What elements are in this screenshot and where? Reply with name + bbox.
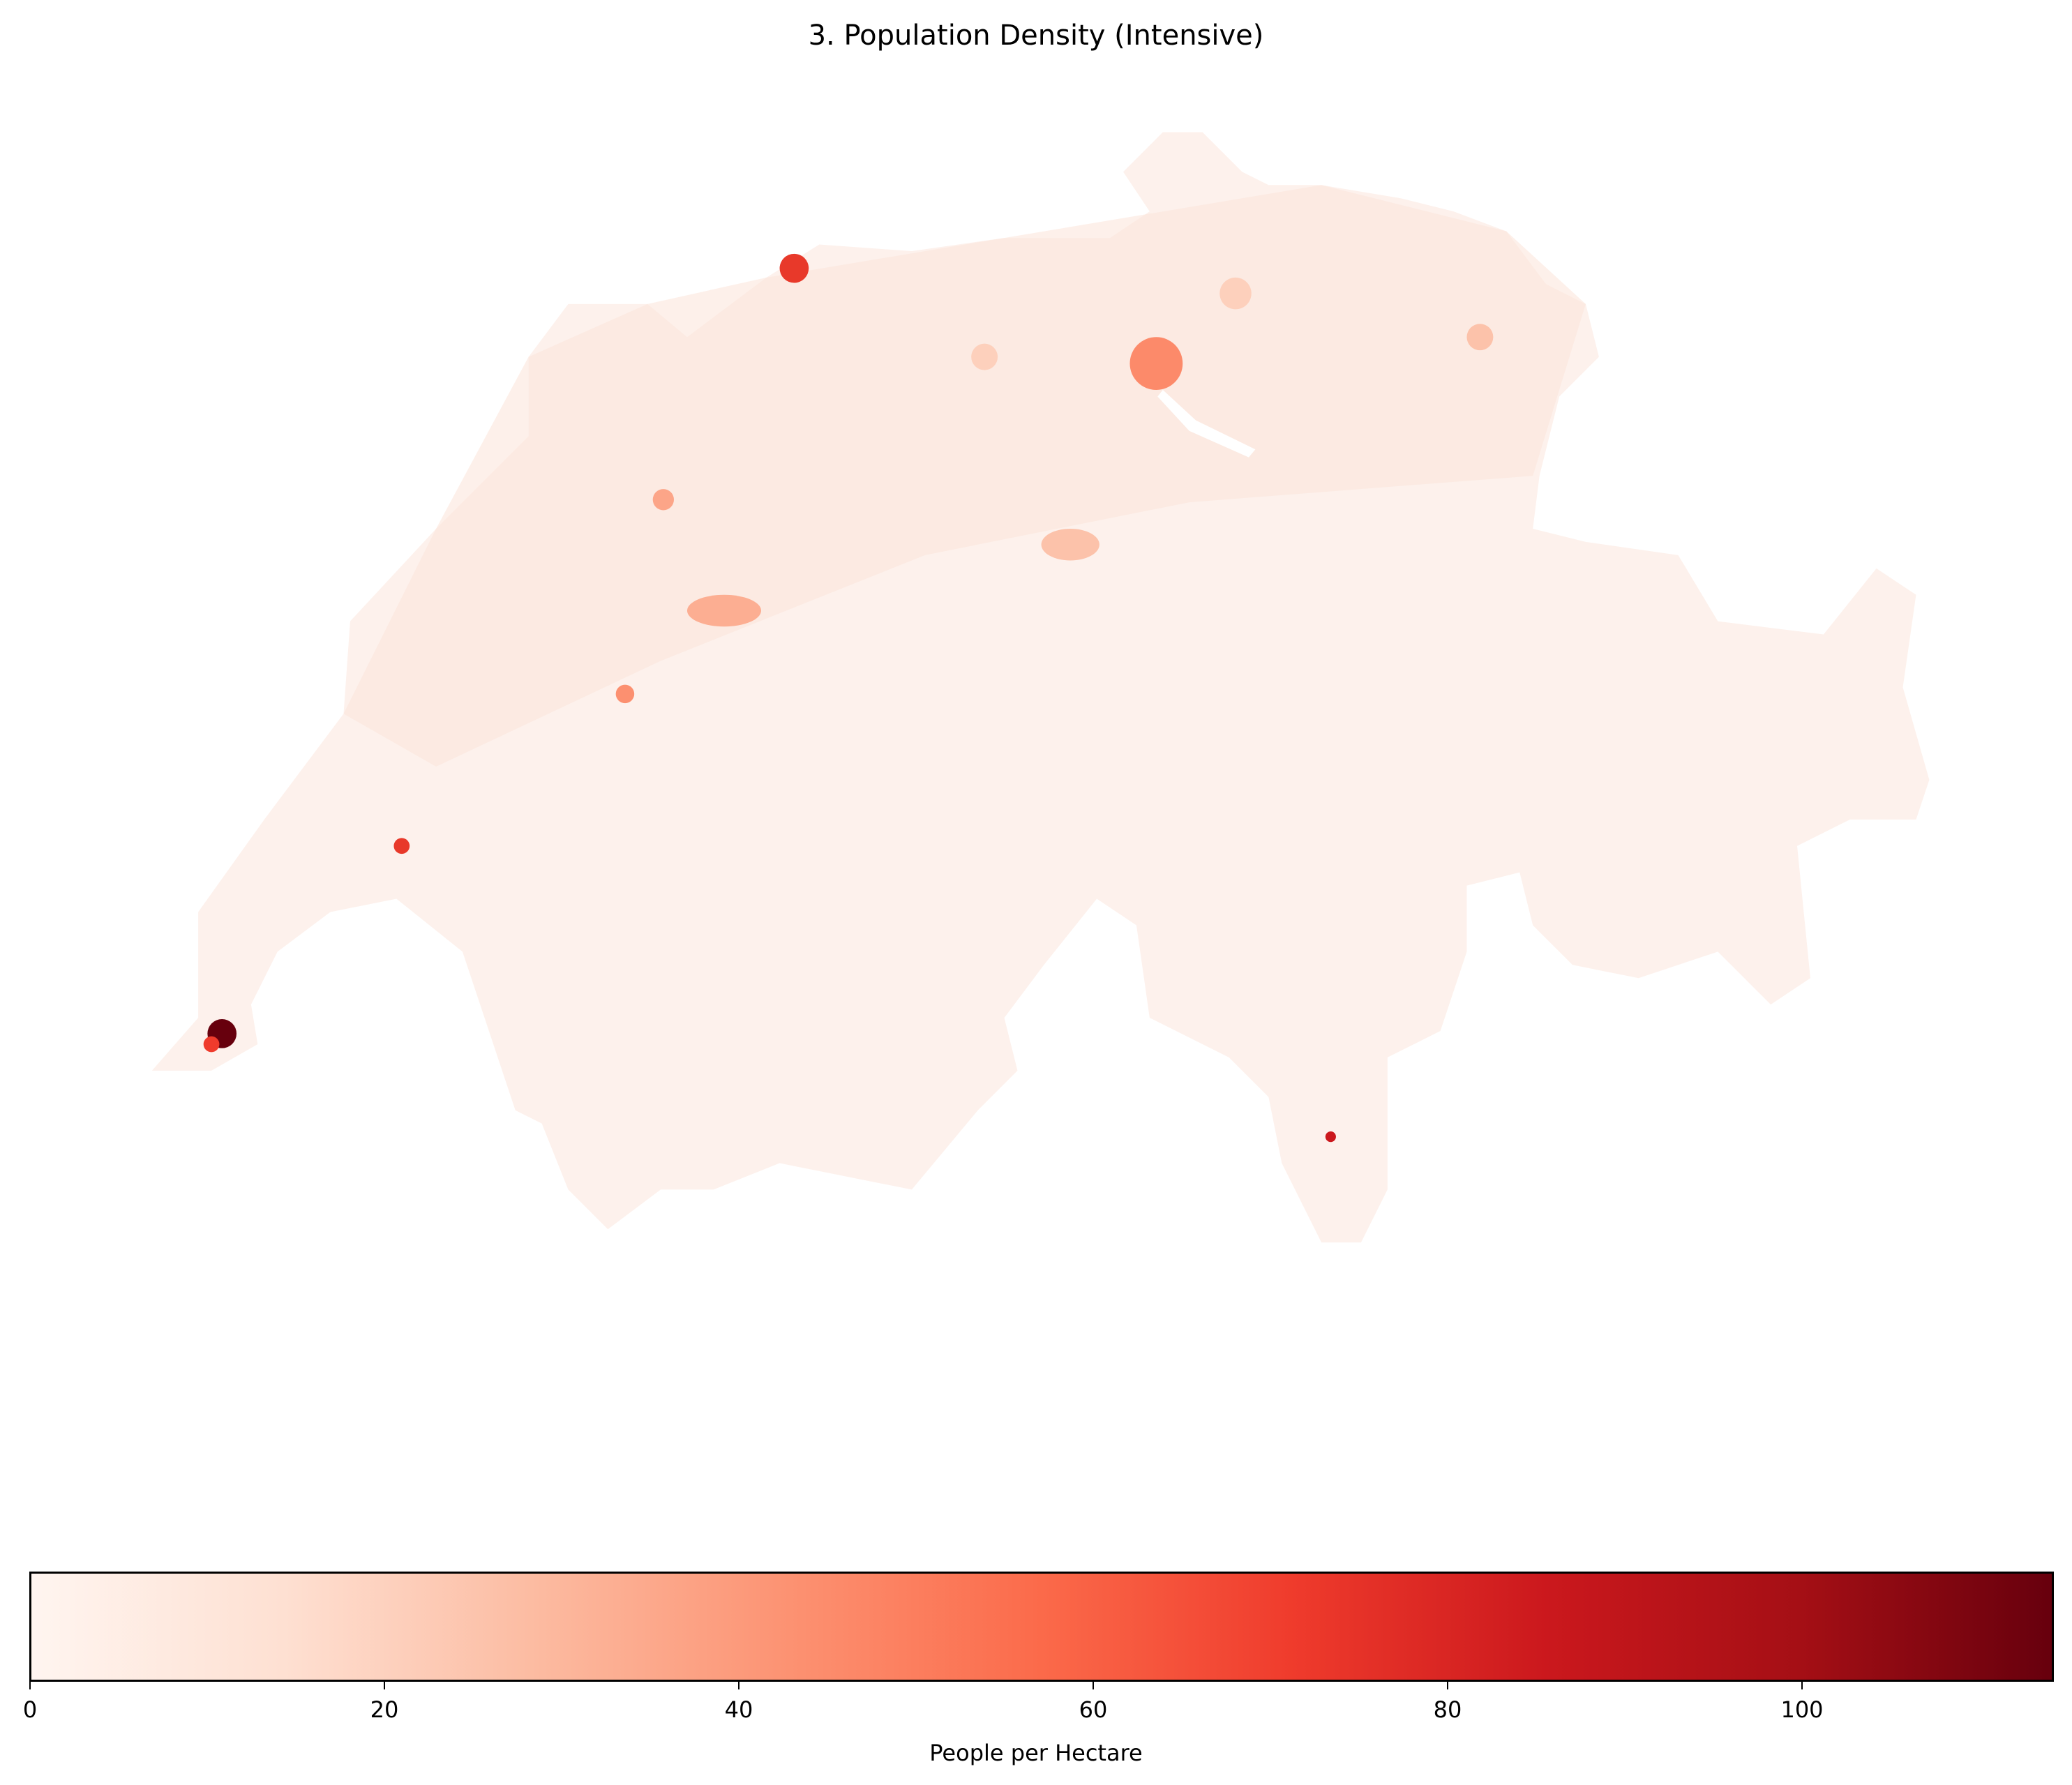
hotspot-lugano (1325, 1131, 1336, 1143)
hotspot-stgallen (1466, 324, 1494, 351)
hotspot-winterthur (1219, 277, 1252, 310)
colorbar-tick (1447, 1680, 1448, 1689)
hotspot-zurich (1129, 337, 1183, 391)
hotspot-geneva-ring (203, 1036, 220, 1053)
colorbar-tick-label: 20 (370, 1696, 399, 1723)
switzerland-map (151, 132, 1930, 1243)
hotspot-lucerne (1041, 528, 1099, 561)
hotspot-bern (686, 594, 762, 627)
colorbar-tick-label: 60 (1079, 1696, 1108, 1723)
hotspot-basel (779, 253, 809, 283)
colorbar (29, 1572, 2054, 1682)
colorbar-tick (29, 1680, 31, 1689)
colorbar-label: People per Hectare (929, 1740, 1143, 1766)
colorbar-tick (1093, 1680, 1094, 1689)
colorbar-tick (384, 1680, 385, 1689)
colorbar-tick-label: 100 (1780, 1696, 1824, 1723)
hotspot-lausanne (393, 838, 410, 854)
hotspot-aarau (971, 343, 998, 370)
colorbar-tick-label: 80 (1433, 1696, 1462, 1723)
hotspot-biel (652, 489, 675, 511)
lake-zurich (1157, 390, 1256, 458)
colorbar-tick-label: 0 (22, 1696, 38, 1723)
hotspot-fribourg (615, 684, 635, 704)
colorbar-tick-label: 40 (724, 1696, 753, 1723)
northern-plateau-shading (343, 185, 1586, 767)
colorbar-tick (1801, 1680, 1803, 1689)
colorbar-tick (738, 1680, 740, 1689)
chart-title: 3. Population Density (Intensive) (808, 20, 1264, 52)
